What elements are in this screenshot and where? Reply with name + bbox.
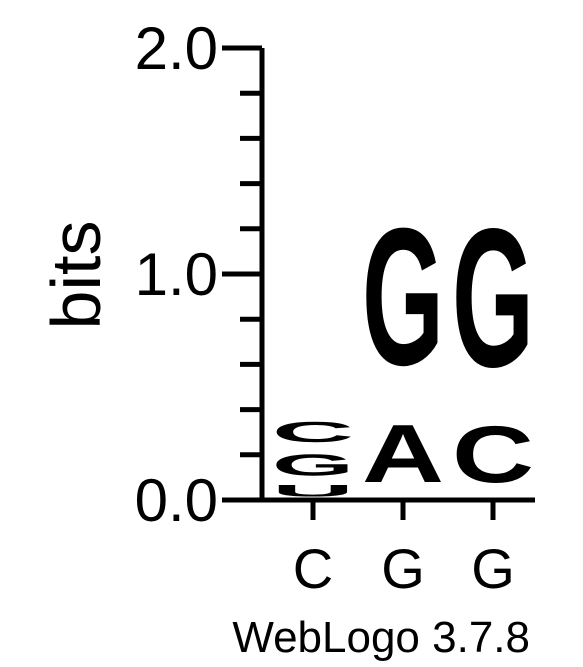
y-tick-label: 2.0 xyxy=(135,15,218,82)
logo-letter-c: C xyxy=(272,416,354,448)
logo-letter-u: U xyxy=(272,482,354,500)
y-tick-label: 0.0 xyxy=(135,467,218,534)
x-tick-label: C xyxy=(293,537,333,600)
y-ticks: 0.0 1.0 2.0 xyxy=(135,15,262,534)
x-tick-label: G xyxy=(471,537,515,600)
logo-letter-a: A xyxy=(362,408,444,500)
y-tick-label: 1.0 xyxy=(135,241,218,308)
logo-letter-g: G xyxy=(272,448,354,482)
y-axis-title: bits xyxy=(37,221,115,330)
x-tick-label: G xyxy=(381,537,425,600)
logo-letter-c: C xyxy=(452,409,534,499)
logo-letter-g: G xyxy=(452,188,534,409)
logo-letter-g: G xyxy=(362,189,444,407)
footer-text: WebLogo 3.7.8 xyxy=(232,613,530,662)
